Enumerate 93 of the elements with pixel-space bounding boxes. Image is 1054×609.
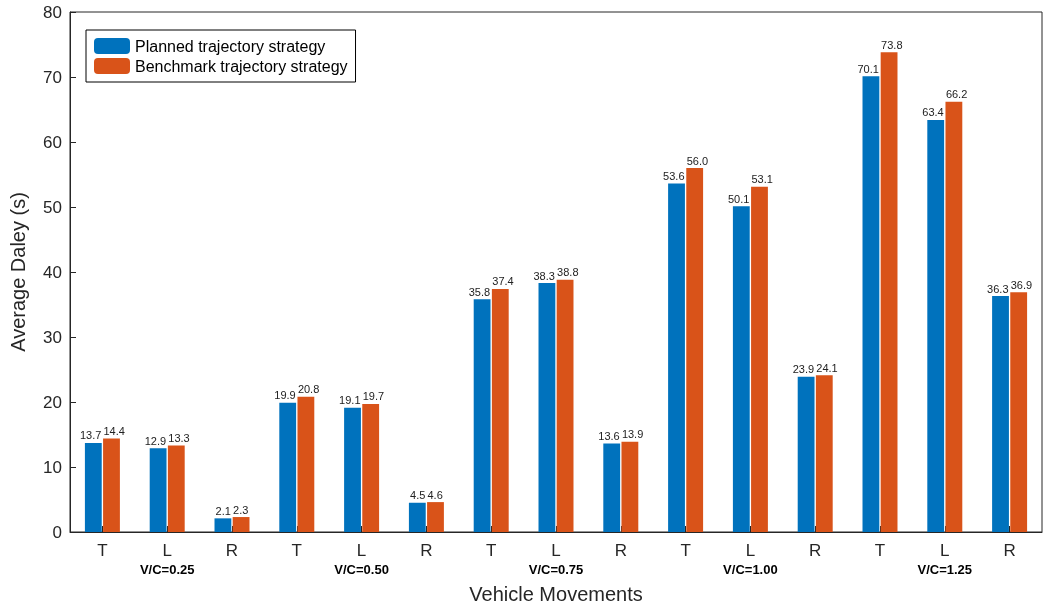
x-tick-label: L: [940, 541, 950, 560]
bar: [732, 206, 750, 532]
bar: [1010, 292, 1028, 532]
bar: [473, 299, 491, 532]
x-tick-label: R: [614, 541, 627, 560]
data-label: 19.9: [274, 389, 296, 402]
x-tick-label: T: [874, 541, 886, 560]
x-tick-label: R: [809, 541, 822, 560]
data-label: 2.1: [215, 504, 231, 517]
y-axis-title: Average Daley (s): [7, 192, 29, 352]
x-tick-label: T: [97, 541, 108, 560]
bar: [815, 375, 833, 532]
x-tick-label: T: [486, 541, 497, 560]
y-tick-label: 60: [43, 132, 62, 152]
legend-label: Benchmark trajectory strategy: [135, 57, 348, 75]
data-label: 38.3: [533, 269, 555, 282]
bar: [279, 402, 297, 532]
bar: [603, 443, 621, 532]
bar: [297, 396, 315, 532]
bar: [538, 283, 556, 532]
data-label: 36.9: [1010, 278, 1033, 291]
x-tick-label: T: [291, 541, 302, 560]
data-label: 35.8: [468, 285, 491, 298]
y-tick-label: 70: [43, 67, 62, 87]
data-label: 13.3: [168, 432, 190, 445]
data-label: 4.5: [410, 489, 426, 502]
data-label: 73.8: [881, 38, 903, 51]
data-label: 66.2: [945, 88, 968, 101]
data-label: 12.9: [144, 434, 167, 447]
data-label: 53.6: [663, 170, 685, 183]
x-tick-label: R: [225, 541, 239, 560]
bar: [556, 279, 574, 532]
bar: [927, 119, 945, 532]
data-label: 14.4: [103, 424, 125, 437]
bar: [862, 76, 880, 532]
bar: [797, 376, 815, 532]
data-label: 36.3: [987, 282, 1009, 295]
x-tick-label: L: [162, 541, 172, 560]
bar: [992, 296, 1009, 532]
data-label: 13.6: [598, 430, 620, 443]
data-label: 2.3: [233, 503, 249, 516]
y-tick-label: 30: [43, 327, 62, 347]
bar: [751, 186, 768, 532]
bar: [668, 183, 685, 532]
x-tick-label: L: [745, 541, 756, 560]
x-tick-label: R: [1003, 541, 1016, 560]
data-label: 53.1: [751, 173, 773, 186]
text: V/C=1.25: [917, 562, 973, 577]
data-label: 24.1: [816, 361, 838, 374]
bar: [621, 441, 639, 532]
data-label: 19.7: [362, 390, 385, 403]
text: V/C=0.75: [528, 562, 584, 577]
bar: [167, 445, 185, 532]
data-label: 23.9: [792, 363, 815, 376]
y-tick-label: 50: [43, 197, 62, 217]
bar: [84, 442, 102, 532]
y-tick-label: 10: [43, 457, 62, 477]
data-label: 13.7: [79, 429, 102, 442]
bar: [686, 168, 704, 532]
legend-label: Planned trajectory strategy: [135, 37, 326, 55]
text: V/C=1.00: [723, 562, 778, 577]
data-label: 37.4: [492, 275, 514, 288]
data-label: 70.1: [857, 62, 879, 75]
bar: [945, 101, 963, 532]
data-label: 19.1: [339, 394, 361, 407]
bar: [880, 52, 898, 532]
data-label: 38.8: [557, 266, 579, 279]
y-tick-label: 40: [43, 262, 62, 282]
bar: [362, 403, 380, 532]
y-tick-label: 20: [43, 392, 62, 412]
bar: [232, 517, 250, 532]
data-label: 56.0: [686, 154, 709, 167]
text: V/C=0.25: [139, 562, 195, 577]
x-tick-label: T: [680, 541, 691, 560]
data-label: 63.4: [922, 106, 944, 119]
y-tick-label: 80: [43, 2, 62, 22]
data-label: 50.1: [727, 192, 750, 205]
x-tick-label: L: [551, 541, 561, 560]
bar: [344, 407, 361, 532]
text: V/C=0.50: [334, 562, 389, 577]
data-label: 13.9: [621, 428, 644, 441]
bar: [103, 438, 120, 532]
x-axis-title: Vehicle Movements: [469, 583, 643, 605]
bar: [149, 448, 167, 532]
data-label: 4.6: [427, 488, 443, 501]
bar: [408, 502, 426, 532]
bar: [427, 502, 444, 532]
bar: [214, 518, 232, 532]
x-tick-label: L: [356, 541, 367, 560]
bar: [491, 288, 509, 532]
data-label: 20.8: [297, 383, 320, 396]
x-tick-label: R: [420, 541, 433, 560]
y-tick-label: 0: [52, 522, 62, 542]
